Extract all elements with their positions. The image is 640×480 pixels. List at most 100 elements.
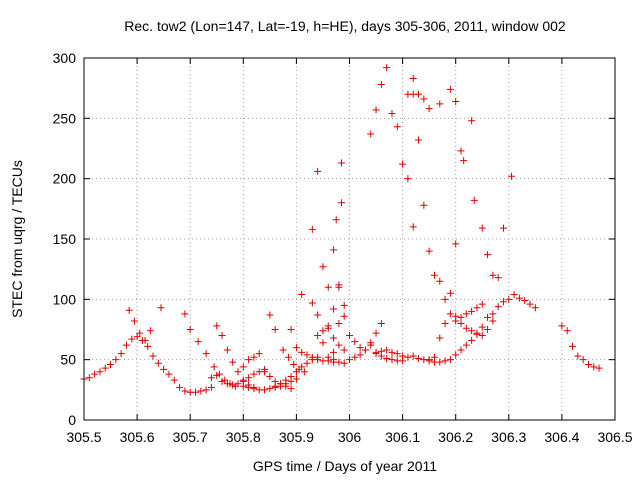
data-point [499, 298, 507, 306]
data-point [372, 329, 380, 337]
data-point [192, 388, 200, 396]
data-point [478, 224, 486, 232]
data-point [462, 341, 470, 349]
data-point [335, 281, 343, 289]
data-point [372, 350, 380, 358]
data-point [452, 97, 460, 105]
data-point [383, 64, 391, 72]
data-point [319, 339, 327, 347]
data-point [223, 380, 231, 388]
data-point [332, 216, 340, 224]
data-point [130, 317, 138, 325]
data-point [250, 370, 258, 378]
data-point [473, 304, 481, 312]
data-point [144, 342, 152, 350]
data-point [308, 299, 316, 307]
data-point [330, 305, 338, 313]
data-point [324, 324, 332, 332]
data-point [430, 353, 438, 361]
data-point [271, 326, 279, 333]
data-point [85, 374, 93, 382]
data-point [314, 356, 322, 364]
data-point [478, 300, 486, 308]
data-point [229, 381, 237, 389]
data-point [383, 346, 391, 354]
data-point [457, 319, 465, 327]
data-point [149, 352, 157, 360]
data-point [107, 360, 115, 368]
data-point [383, 354, 391, 362]
x-tick-label: 306.1 [385, 429, 420, 445]
data-point [489, 310, 497, 318]
data-point [494, 274, 502, 282]
x-tick-label: 305.9 [279, 429, 314, 445]
data-point [478, 323, 486, 331]
data-point [526, 300, 534, 308]
data-point [298, 291, 306, 299]
data-point [338, 159, 346, 167]
data-point [319, 327, 327, 335]
data-point [484, 326, 492, 333]
chart-title: Rec. tow2 (Lon=147, Lat=-19, h=HE), days… [124, 18, 566, 34]
data-point [420, 201, 428, 209]
data-point [122, 341, 130, 349]
data-point [300, 368, 308, 376]
data-point [393, 123, 401, 131]
data-point [470, 196, 478, 204]
data-point [218, 377, 226, 385]
data-point [346, 356, 353, 364]
data-point [462, 310, 470, 318]
data-point [351, 353, 359, 361]
data-point [229, 358, 237, 366]
data-point [446, 85, 454, 93]
data-point [266, 311, 274, 319]
data-point [210, 363, 218, 371]
data-point [213, 322, 221, 330]
data-point [505, 295, 513, 303]
data-point [245, 374, 253, 382]
data-point [425, 357, 433, 365]
data-point [393, 350, 401, 358]
data-point [361, 346, 369, 354]
x-axis-label: GPS time / Days of year 2011 [253, 458, 437, 474]
plot-frame [83, 57, 616, 421]
data-point [420, 95, 428, 103]
x-tick-label: 306.5 [597, 429, 632, 445]
data-point [330, 356, 338, 364]
data-point [202, 350, 210, 358]
data-point [489, 271, 497, 279]
data-point [346, 332, 353, 340]
data-point [558, 322, 566, 330]
data-point [338, 199, 346, 207]
y-tick-label: 300 [53, 50, 77, 66]
data-point [181, 387, 189, 395]
data-point [282, 376, 290, 384]
data-point [250, 353, 258, 361]
x-tick-label: 305.8 [226, 429, 261, 445]
data-point [245, 383, 253, 391]
data-point [452, 312, 460, 320]
data-point [446, 310, 454, 318]
data-point [239, 363, 247, 371]
y-tick-label: 200 [53, 171, 77, 187]
data-point [308, 353, 316, 361]
data-point [399, 160, 407, 168]
data-point [510, 291, 518, 299]
data-point [276, 380, 284, 388]
data-point [292, 344, 300, 352]
data-point [377, 81, 385, 89]
data-point [308, 225, 316, 233]
grid [84, 58, 615, 420]
data-point [468, 117, 476, 125]
data-point [287, 373, 295, 381]
data-point [430, 271, 438, 279]
data-point [452, 240, 460, 248]
data-point [377, 347, 385, 355]
data-point [457, 346, 465, 354]
x-tick-label: 305.7 [173, 429, 208, 445]
data-point [287, 326, 295, 333]
data-point [340, 312, 348, 320]
data-point [314, 332, 322, 340]
data-point [473, 329, 481, 337]
data-point [388, 356, 396, 364]
